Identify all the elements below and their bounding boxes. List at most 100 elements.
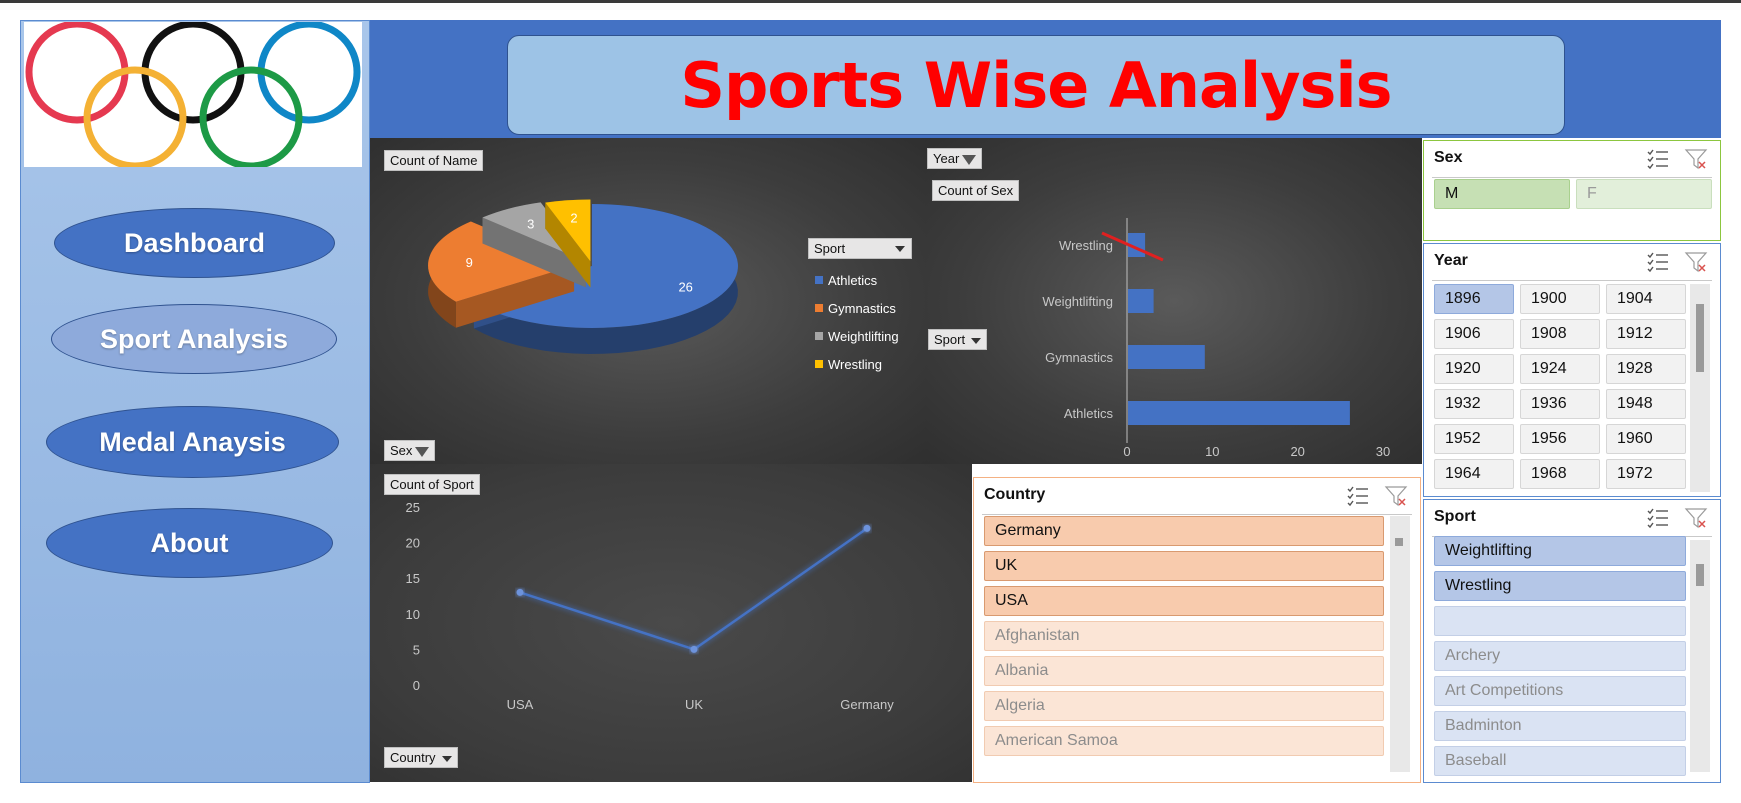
multi-select-icon[interactable] — [1346, 484, 1370, 508]
sport-item[interactable]: Baseball — [1434, 746, 1686, 776]
country-item[interactable]: American Samoa — [984, 726, 1384, 756]
pie-data-label: 9 — [466, 255, 473, 270]
legend-item-athletics: Athletics — [815, 266, 899, 294]
sport-item[interactable] — [1434, 606, 1686, 636]
year-item[interactable]: 1948 — [1606, 389, 1686, 419]
line-x-tick: UK — [685, 697, 703, 712]
multi-select-icon[interactable] — [1646, 250, 1670, 274]
multi-select-icon[interactable] — [1646, 147, 1670, 171]
medal-analysis-button[interactable]: Medal Anaysis — [46, 406, 339, 478]
year-item[interactable]: 1928 — [1606, 354, 1686, 384]
clear-filter-icon[interactable] — [1684, 147, 1708, 171]
sport-slicer-title: Sport — [1434, 508, 1476, 525]
sex-item-f[interactable]: F — [1576, 179, 1712, 209]
sport-item[interactable]: Wrestling — [1434, 571, 1686, 601]
pie-value-field-button[interactable]: Count of Name — [384, 150, 484, 171]
line-x-tick: Germany — [840, 697, 894, 712]
sport-item[interactable]: Badminton — [1434, 711, 1686, 741]
country-item[interactable]: USA — [984, 586, 1384, 616]
line-y-tick: 15 — [406, 571, 420, 586]
legend-label: Weightlifting — [828, 328, 899, 344]
slicer-separator — [1432, 177, 1712, 178]
multi-select-icon[interactable] — [1646, 506, 1670, 530]
year-item[interactable]: 1920 — [1434, 354, 1514, 384]
year-item[interactable]: 1904 — [1606, 284, 1686, 314]
sex-filter-button[interactable]: Sex — [384, 440, 436, 461]
legend-label: Athletics — [828, 272, 878, 288]
sex-slicer: Sex M F — [1423, 140, 1721, 241]
country-scrollbar[interactable] — [1390, 516, 1410, 772]
pie-data-label: 2 — [570, 211, 577, 226]
sport-item[interactable]: Art Competitions — [1434, 676, 1686, 706]
year-item[interactable]: 1952 — [1434, 424, 1514, 454]
bar-x-tick: 0 — [1123, 444, 1130, 459]
year-scrollbar[interactable] — [1690, 284, 1710, 492]
about-button[interactable]: About — [46, 508, 333, 578]
year-item[interactable]: 1936 — [1520, 389, 1600, 419]
spreadsheet-column-strip — [0, 0, 1741, 3]
year-item[interactable]: 1932 — [1434, 389, 1514, 419]
country-axis-field-button[interactable]: Country — [384, 747, 458, 768]
country-item[interactable]: Algeria — [984, 691, 1384, 721]
pie-legend-field-button[interactable]: Sport — [808, 238, 912, 259]
sex-filter-label: Sex — [390, 443, 413, 458]
year-scrollbar-thumb[interactable] — [1696, 304, 1704, 372]
sport-item[interactable]: Archery — [1434, 641, 1686, 671]
legend-item-weightlifting: Weightlifting — [815, 322, 899, 350]
year-item[interactable]: 1956 — [1520, 424, 1600, 454]
bar-x-tick: 20 — [1290, 444, 1304, 459]
page-title: Sports Wise Analysis — [507, 35, 1565, 135]
sport-axis-field-button[interactable]: Sport — [928, 329, 988, 350]
year-item[interactable]: 1908 — [1520, 319, 1600, 349]
bar-value-field-button[interactable]: Count of Sex — [932, 180, 1020, 201]
country-item[interactable]: Albania — [984, 656, 1384, 686]
line-value-field-button[interactable]: Count of Sport — [384, 474, 480, 495]
legend-label: Wrestling — [828, 356, 882, 372]
pie-data-label: 3 — [527, 216, 534, 231]
bar-category-label: Wrestling — [1059, 238, 1113, 253]
pie-chart-panel: Count of Name 26 9 3 2 Sport Athletics Gymna… — [370, 138, 926, 464]
legend-swatch — [815, 276, 823, 284]
line-y-tick: 20 — [406, 536, 420, 551]
country-item[interactable]: Afghanistan — [984, 621, 1384, 651]
clear-filter-icon[interactable] — [1384, 484, 1408, 508]
year-item[interactable]: 1896 — [1434, 284, 1514, 314]
olympic-rings-logo — [24, 20, 362, 170]
country-axis-label: Country — [390, 750, 436, 765]
legend-item-gymnastics: Gymnastics — [815, 294, 899, 322]
year-item[interactable]: 1912 — [1606, 319, 1686, 349]
line-y-tick: 5 — [413, 642, 420, 657]
bar-x-tick: 30 — [1376, 444, 1390, 459]
country-scrollbar-thumb[interactable] — [1395, 538, 1403, 546]
year-filter-button[interactable]: Year — [927, 148, 983, 169]
sport-item[interactable]: Weightlifting — [1434, 536, 1686, 566]
slicer-separator — [1432, 280, 1712, 281]
country-item[interactable]: UK — [984, 551, 1384, 581]
pie-legend-field-label: Sport — [814, 241, 846, 256]
year-item[interactable]: 1924 — [1520, 354, 1600, 384]
dashboard-button[interactable]: Dashboard — [54, 208, 335, 278]
sport-analysis-button[interactable]: Sport Analysis — [51, 304, 337, 374]
pie-slice-wrestling: 2 — [545, 199, 591, 288]
clear-filter-icon[interactable] — [1684, 506, 1708, 530]
legend-swatch — [815, 332, 823, 340]
bar-weightlifting — [1128, 289, 1154, 313]
clear-filter-icon[interactable] — [1684, 250, 1708, 274]
bar-category-label: Gymnastics — [1045, 350, 1113, 365]
sport-scrollbar-thumb[interactable] — [1696, 564, 1704, 586]
year-item[interactable]: 1906 — [1434, 319, 1514, 349]
year-item[interactable]: 1960 — [1606, 424, 1686, 454]
year-item[interactable]: 1964 — [1434, 459, 1514, 489]
legend-swatch — [815, 360, 823, 368]
sport-axis-label: Sport — [934, 332, 966, 347]
dropdown-arrow-icon — [441, 755, 452, 762]
pie-legend: Athletics Gymnastics Weightlifting Wrestlin… — [815, 266, 899, 378]
line-x-tick: USA — [507, 697, 534, 712]
sport-scrollbar[interactable] — [1690, 540, 1710, 772]
bar-gymnastics — [1128, 345, 1205, 369]
year-item[interactable]: 1968 — [1520, 459, 1600, 489]
country-item[interactable]: Germany — [984, 516, 1384, 546]
sex-item-m[interactable]: M — [1434, 179, 1570, 209]
year-item[interactable]: 1972 — [1606, 459, 1686, 489]
year-item[interactable]: 1900 — [1520, 284, 1600, 314]
